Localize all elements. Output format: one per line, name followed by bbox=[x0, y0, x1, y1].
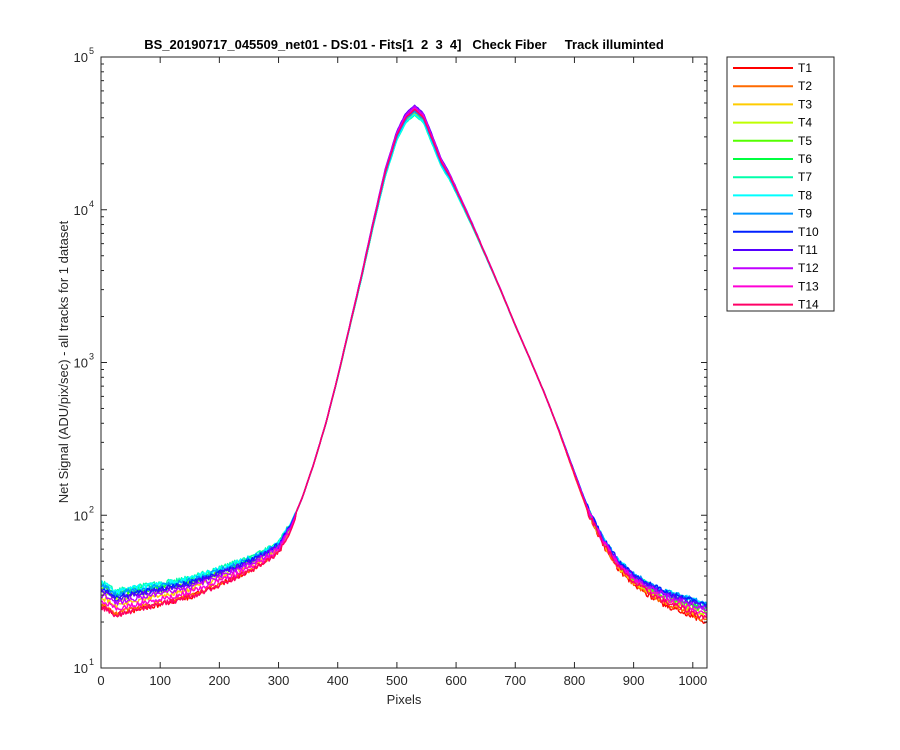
legend-label-t11: T11 bbox=[798, 243, 818, 257]
legend-label-t8: T8 bbox=[798, 188, 812, 202]
x-tick-label: 900 bbox=[623, 673, 645, 688]
legend-label-t3: T3 bbox=[798, 97, 812, 111]
legend-label-t12: T12 bbox=[798, 261, 819, 275]
y-tick-exponent: 5 bbox=[89, 46, 94, 56]
y-tick-label: 10 bbox=[74, 50, 88, 65]
chart-title: BS_20190717_045509_net01 - DS:01 - Fits[… bbox=[144, 37, 664, 52]
y-tick-label: 10 bbox=[74, 203, 88, 218]
legend-label-t5: T5 bbox=[798, 134, 812, 148]
x-tick-label: 800 bbox=[564, 673, 586, 688]
legend-label-t14: T14 bbox=[798, 298, 819, 312]
legend-label-t7: T7 bbox=[798, 170, 812, 184]
x-tick-label: 100 bbox=[149, 673, 171, 688]
x-tick-label: 400 bbox=[327, 673, 349, 688]
legend-label-t13: T13 bbox=[798, 279, 819, 293]
legend-label-t2: T2 bbox=[798, 79, 812, 93]
axis-ticks bbox=[100, 56, 707, 669]
y-tick-label: 10 bbox=[74, 508, 88, 523]
legend: T1 T2 T3 T4 T5 T6 T7 T8 T9 T10 T11 T12 T13 T14 bbox=[733, 61, 819, 312]
x-tick-label: 500 bbox=[386, 673, 408, 688]
x-tick-label: 700 bbox=[504, 673, 526, 688]
y-tick-label: 10 bbox=[74, 661, 88, 676]
series-lines bbox=[101, 104, 707, 624]
legend-label-t6: T6 bbox=[798, 152, 812, 166]
plot-area bbox=[101, 57, 707, 668]
x-tick-label: 200 bbox=[209, 673, 231, 688]
x-tick-label: 0 bbox=[97, 673, 104, 688]
legend-label-t4: T4 bbox=[798, 116, 812, 130]
x-axis-label: Pixels bbox=[387, 692, 422, 707]
series-line-t14 bbox=[101, 108, 707, 620]
x-tick-label: 1000 bbox=[678, 673, 707, 688]
y-tick-label: 10 bbox=[74, 356, 88, 371]
y-tick-exponent: 2 bbox=[89, 504, 94, 514]
y-tick-exponent: 3 bbox=[89, 352, 94, 362]
legend-label-t10: T10 bbox=[798, 225, 819, 239]
x-tick-label: 300 bbox=[268, 673, 290, 688]
legend-label-t9: T9 bbox=[798, 207, 812, 221]
y-tick-exponent: 4 bbox=[89, 199, 94, 209]
x-tick-label: 600 bbox=[445, 673, 467, 688]
legend-label-t1: T1 bbox=[798, 61, 812, 75]
y-axis-label: Net Signal (ADU/pix/sec) - all tracks fo… bbox=[56, 220, 71, 503]
y-tick-exponent: 1 bbox=[89, 657, 94, 667]
